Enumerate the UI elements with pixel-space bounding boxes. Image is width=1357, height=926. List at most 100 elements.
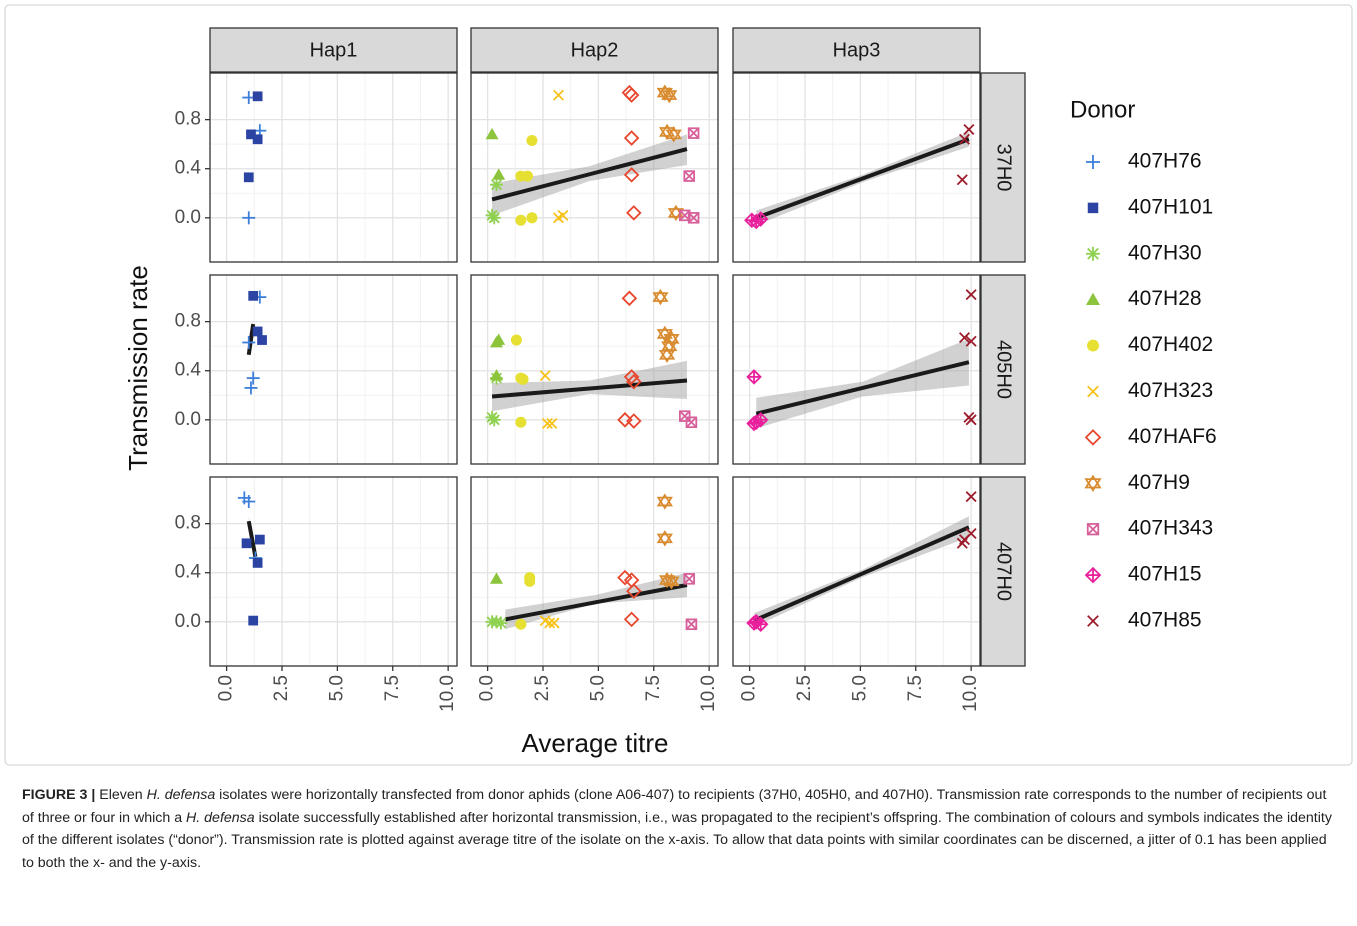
legend-symbol xyxy=(1086,246,1100,261)
data-point xyxy=(494,616,508,630)
data-point xyxy=(489,572,503,584)
data-point xyxy=(548,617,560,629)
marker-part xyxy=(248,290,259,301)
marker-part xyxy=(490,616,502,628)
marker-part xyxy=(526,134,538,147)
marker-part xyxy=(546,417,558,430)
caption-text: isolate successfully established after h… xyxy=(22,809,1332,871)
data-point xyxy=(489,178,503,192)
data-point xyxy=(492,168,506,180)
data-point xyxy=(663,573,680,590)
marker-part xyxy=(488,414,500,426)
y-tick-label: 0.4 xyxy=(175,562,202,583)
legend-symbol xyxy=(1087,385,1099,398)
marker-part xyxy=(1087,247,1099,260)
data-point xyxy=(965,491,977,503)
marker-part xyxy=(252,558,263,568)
marker-part xyxy=(548,617,560,629)
marker-part xyxy=(679,410,691,422)
x-tick-label: 10.0 xyxy=(960,675,981,712)
marker-part xyxy=(552,89,565,101)
legend-label: 407H402 xyxy=(1128,333,1213,356)
x-tick-label: 0.0 xyxy=(477,675,498,701)
marker-part xyxy=(539,370,551,382)
panel-border xyxy=(470,476,719,667)
caption-text: Eleven xyxy=(95,787,147,803)
row-strip xyxy=(980,72,1026,263)
column-strip xyxy=(732,27,981,73)
marker-part xyxy=(254,534,265,545)
marker-part xyxy=(252,134,263,145)
data-point xyxy=(252,134,263,145)
marker-part xyxy=(515,214,527,226)
data-point xyxy=(489,369,503,381)
data-point xyxy=(623,611,640,628)
marker-part xyxy=(623,87,640,103)
marker-part xyxy=(1087,615,1099,627)
x-tick-label: 7.5 xyxy=(905,675,926,701)
legend-label: 407H28 xyxy=(1128,287,1202,310)
marker-part xyxy=(688,212,700,224)
data-point xyxy=(685,618,698,631)
marker-part xyxy=(956,537,968,549)
legend-label: 407H15 xyxy=(1128,563,1202,586)
legend-label: 407HAF6 xyxy=(1128,425,1217,448)
marker-part xyxy=(488,212,500,224)
marker-part xyxy=(658,346,676,360)
marker-part xyxy=(621,290,638,307)
panel-background xyxy=(210,477,457,666)
marker-part xyxy=(656,325,673,339)
y-tick-label: 0.0 xyxy=(175,409,201,430)
marker-part xyxy=(663,576,680,590)
marker-part xyxy=(1084,474,1102,489)
caption-text: H. defensa xyxy=(186,809,255,826)
legend-label: 407H343 xyxy=(1128,517,1213,540)
legend-symbol xyxy=(1087,339,1099,352)
marker-part xyxy=(678,410,691,422)
marker-part xyxy=(517,373,529,385)
marker-part xyxy=(658,575,676,589)
marker-part xyxy=(656,87,673,101)
y-tick-label: 0.4 xyxy=(175,158,202,179)
marker-part xyxy=(683,170,695,182)
data-point xyxy=(246,371,260,385)
panel-background xyxy=(471,73,718,262)
marker-part xyxy=(683,573,695,585)
data-point xyxy=(683,170,695,182)
data-point xyxy=(524,575,536,587)
data-point xyxy=(544,617,556,629)
marker-part xyxy=(489,572,503,584)
legend-symbol xyxy=(1084,566,1102,584)
data-point xyxy=(658,571,676,589)
data-point xyxy=(956,537,968,549)
data-point xyxy=(956,174,968,186)
marker-part xyxy=(1087,339,1099,352)
marker-part xyxy=(661,341,678,355)
x-tick-label: 5.0 xyxy=(587,675,608,701)
data-point xyxy=(243,172,254,183)
caption-text: FIGURE 3 | xyxy=(22,787,96,803)
panel-background xyxy=(471,275,718,464)
marker-part xyxy=(656,496,673,510)
fit-line xyxy=(755,360,970,416)
x-tick-label: 5.0 xyxy=(849,675,870,701)
panel-border xyxy=(470,274,719,465)
legend-label: 407H101 xyxy=(1128,195,1213,218)
data-point xyxy=(656,530,673,547)
marker-part xyxy=(1086,523,1100,536)
marker-part xyxy=(652,292,669,306)
confidence-band xyxy=(492,360,687,412)
data-point xyxy=(252,91,263,102)
panel-border xyxy=(209,72,458,263)
data-point xyxy=(552,89,565,101)
marker-part xyxy=(665,126,682,140)
data-point xyxy=(252,558,263,568)
y-tick-label: 0.0 xyxy=(175,207,201,228)
fit-line xyxy=(246,323,256,356)
marker-part xyxy=(524,575,536,587)
marker-part xyxy=(1087,523,1099,536)
marker-part xyxy=(665,129,682,143)
data-point xyxy=(242,336,256,349)
marker-part xyxy=(490,179,502,191)
marker-part xyxy=(656,530,673,544)
